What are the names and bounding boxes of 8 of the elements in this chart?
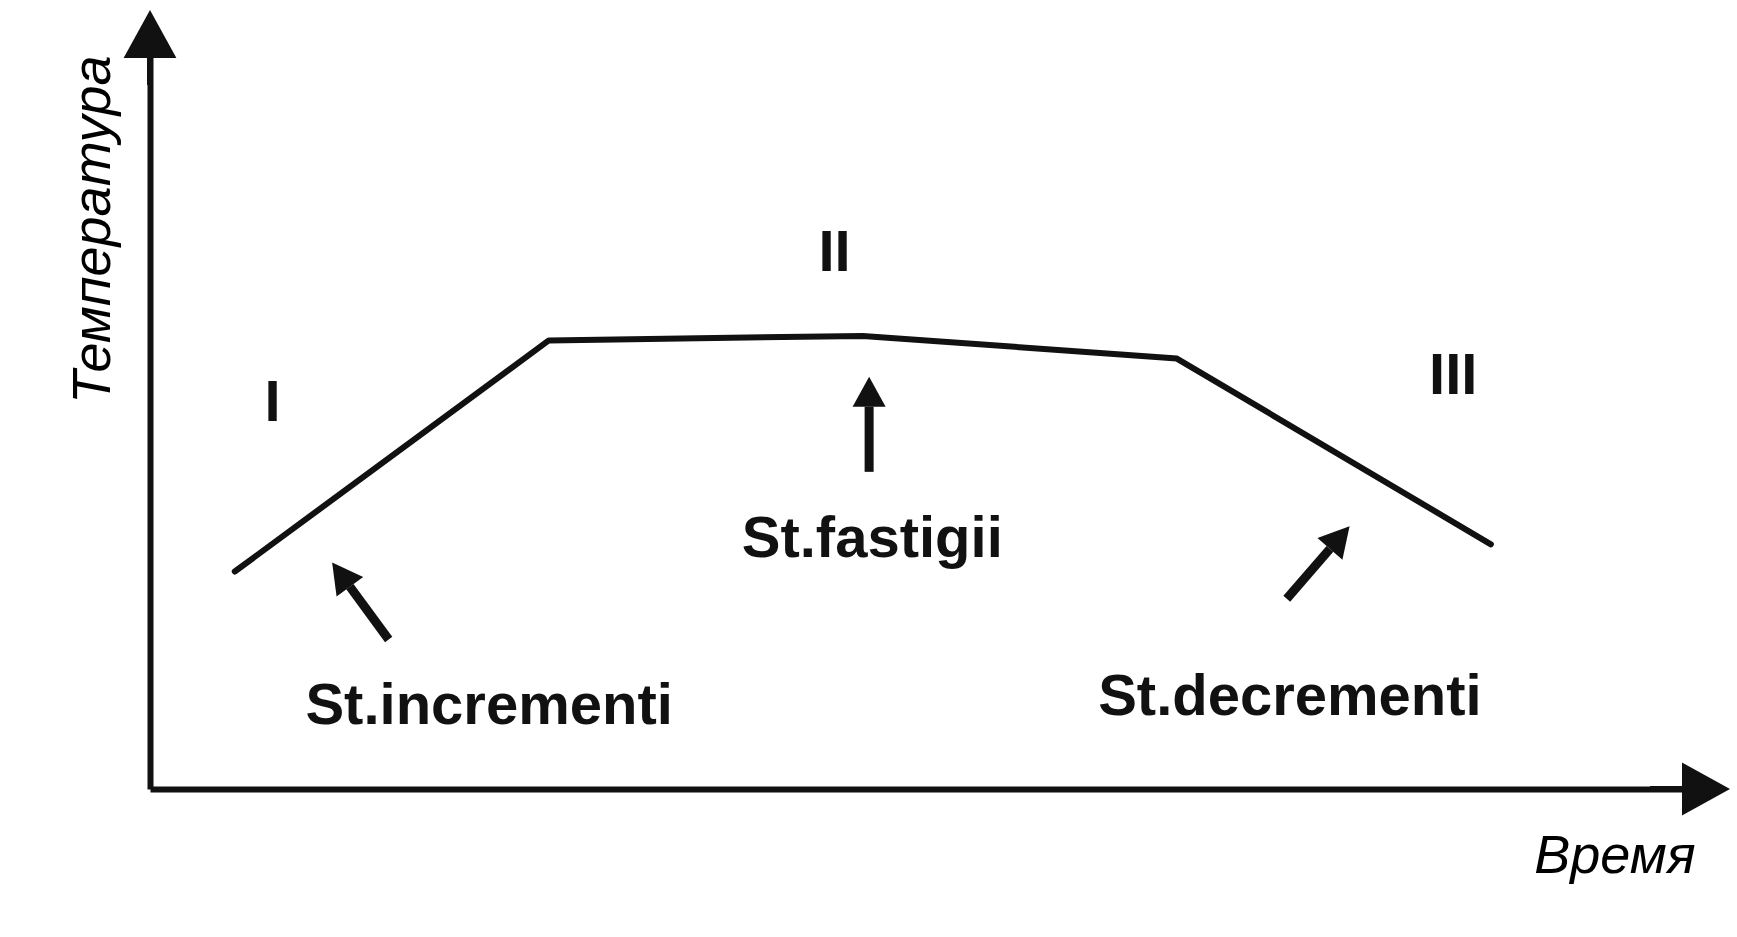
- annotation: III: [1429, 340, 1478, 406]
- annotation: St.decrementi: [1098, 662, 1482, 728]
- annotation: St.fastigii: [741, 503, 1003, 569]
- x-axis-title: Время: [1534, 823, 1696, 884]
- annotation: St.incrementi: [305, 671, 673, 737]
- annotation: I: [264, 367, 281, 433]
- y-axis-title: Температура: [60, 55, 121, 404]
- text: II: [818, 218, 851, 284]
